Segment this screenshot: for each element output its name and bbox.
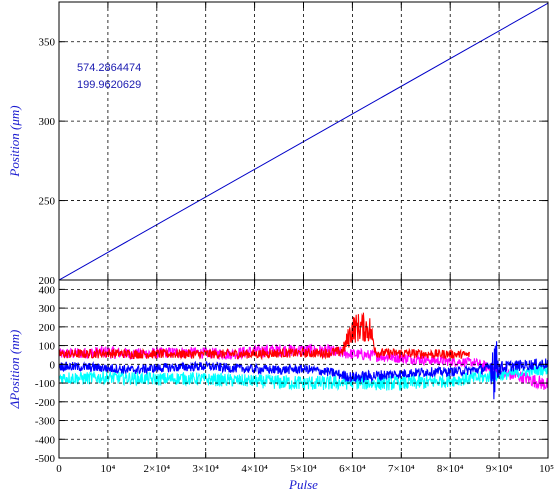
- ytick-label: -200: [35, 397, 56, 409]
- ytick-label: -100: [35, 378, 56, 390]
- ytick-label: -300: [35, 416, 56, 428]
- ytick-label: -500: [35, 453, 56, 465]
- series-noise-1: [59, 312, 471, 361]
- ytick-label: 400: [39, 284, 56, 296]
- ytick-label: 250: [39, 196, 56, 208]
- xtick-label: 9×10⁴: [486, 463, 513, 475]
- xtick-label: 10⁵: [539, 463, 554, 475]
- ytick-label: 200: [39, 322, 56, 334]
- ytick-label: 200: [39, 275, 56, 287]
- xtick-label: 5×10⁴: [290, 463, 317, 475]
- ytick-label: 300: [39, 116, 56, 128]
- ytick-label: -400: [35, 434, 56, 446]
- panel-bottom-data: [59, 312, 548, 400]
- series-noise-3: [59, 341, 548, 400]
- ytick-label: 300: [39, 303, 56, 315]
- ytick-label: 0: [50, 359, 56, 371]
- annotation-text: 574.2864474: [77, 62, 141, 74]
- x-axis-label: Pulse: [288, 477, 318, 492]
- xtick-label: 10⁴: [100, 463, 115, 475]
- xtick-label: 8×10⁴: [437, 463, 464, 475]
- xtick-label: 2×10⁴: [144, 463, 171, 475]
- xtick-label: 6×10⁴: [339, 463, 366, 475]
- ytick-label: 100: [39, 341, 56, 353]
- ytick-label: 350: [39, 37, 56, 49]
- y-axis-label: ΔPosition (nm): [7, 330, 22, 410]
- y-axis-label: Position (μm): [7, 105, 22, 177]
- xtick-label: 7×10⁴: [388, 463, 415, 475]
- xtick-label: 0: [56, 463, 62, 475]
- annotation-text: 199.9620629: [77, 79, 141, 91]
- xtick-label: 3×10⁴: [192, 463, 219, 475]
- xtick-label: 4×10⁴: [241, 463, 268, 475]
